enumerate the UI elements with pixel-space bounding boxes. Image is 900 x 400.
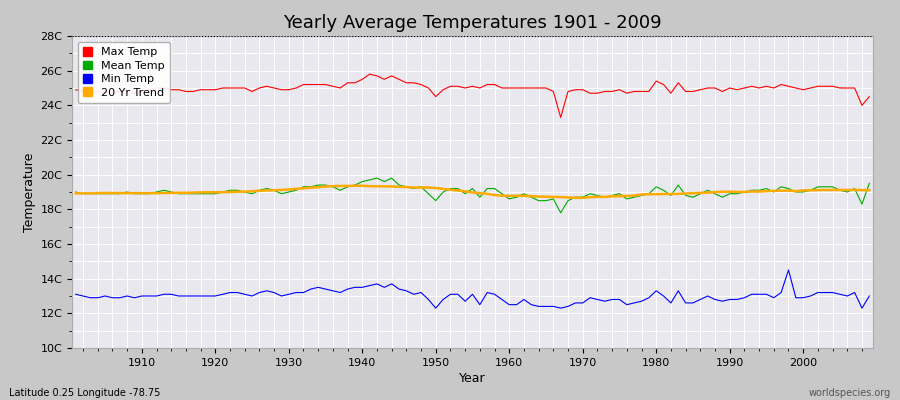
Mean Temp (335, 188, 346, 193)
Max Temp (364, 72, 375, 76)
20 Yr Trend (511, 193, 522, 198)
Max Temp (504, 86, 515, 90)
Max Temp (291, 86, 302, 90)
Line: Max Temp: Max Temp (76, 74, 869, 118)
Text: worldspecies.org: worldspecies.org (809, 388, 891, 398)
Mean Temp (372, 176, 382, 180)
Line: 20 Yr Trend: 20 Yr Trend (76, 186, 869, 198)
Text: Latitude 0.25 Longitude -78.75: Latitude 0.25 Longitude -78.75 (9, 388, 160, 398)
Mean Temp (555, 210, 566, 215)
Mean Temp (129, 191, 140, 196)
Min Temp (70, 292, 81, 297)
Min Temp (129, 295, 140, 300)
Max Temp (511, 86, 522, 90)
Y-axis label: Temperature: Temperature (23, 152, 36, 232)
Mean Temp (291, 188, 302, 193)
20 Yr Trend (70, 191, 81, 196)
Min Temp (783, 268, 794, 272)
Title: Yearly Average Temperatures 1901 - 2009: Yearly Average Temperatures 1901 - 2009 (284, 14, 662, 32)
20 Yr Trend (349, 183, 360, 188)
20 Yr Trend (291, 186, 302, 191)
Min Temp (504, 302, 515, 307)
Line: Min Temp: Min Temp (76, 270, 869, 308)
Max Temp (129, 91, 140, 96)
Min Temp (291, 290, 302, 295)
20 Yr Trend (570, 196, 580, 200)
Max Temp (864, 94, 875, 99)
20 Yr Trend (864, 188, 875, 193)
20 Yr Trend (504, 194, 515, 198)
Mean Temp (511, 195, 522, 200)
20 Yr Trend (607, 194, 617, 199)
Min Temp (335, 290, 346, 295)
Max Temp (335, 86, 346, 90)
Mean Temp (70, 190, 81, 194)
Min Temp (864, 294, 875, 298)
20 Yr Trend (335, 184, 346, 188)
Line: Mean Temp: Mean Temp (76, 178, 869, 213)
Mean Temp (504, 196, 515, 201)
Max Temp (70, 87, 81, 92)
Mean Temp (607, 193, 617, 198)
Max Temp (607, 89, 617, 94)
Mean Temp (864, 181, 875, 186)
Min Temp (430, 306, 441, 310)
20 Yr Trend (129, 191, 140, 196)
X-axis label: Year: Year (459, 372, 486, 385)
Legend: Max Temp, Mean Temp, Min Temp, 20 Yr Trend: Max Temp, Mean Temp, Min Temp, 20 Yr Tre… (77, 42, 170, 103)
Max Temp (555, 115, 566, 120)
Min Temp (599, 299, 610, 304)
Min Temp (511, 302, 522, 307)
